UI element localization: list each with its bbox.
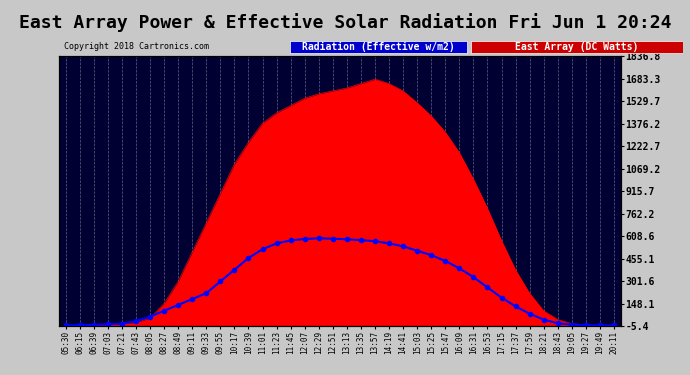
Text: East Array Power & Effective Solar Radiation Fri Jun 1 20:24: East Array Power & Effective Solar Radia… <box>19 13 671 32</box>
Text: East Array (DC Watts): East Array (DC Watts) <box>515 42 639 52</box>
FancyBboxPatch shape <box>290 41 466 53</box>
Text: Radiation (Effective w/m2): Radiation (Effective w/m2) <box>302 42 455 52</box>
Text: Copyright 2018 Cartronics.com: Copyright 2018 Cartronics.com <box>64 42 209 51</box>
FancyBboxPatch shape <box>471 41 683 53</box>
